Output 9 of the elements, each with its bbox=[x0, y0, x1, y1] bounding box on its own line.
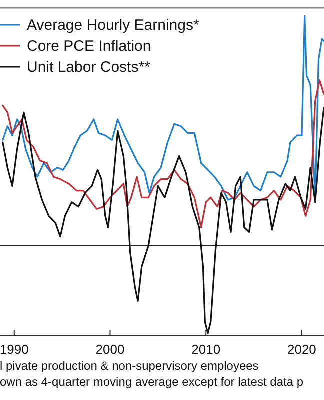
text: l pivate production & non-supervisory employees bbox=[0, 359, 259, 373]
x-tick-label: 2010 bbox=[192, 342, 221, 357]
x-tick-label: 1990 bbox=[0, 342, 29, 357]
legend-label: Unit Labor Costs** bbox=[27, 59, 151, 76]
legend-label: Core PCE Inflation bbox=[27, 38, 152, 55]
x-tick-label: 2000 bbox=[96, 342, 125, 357]
legend-label: Average Hourly Earnings* bbox=[27, 17, 200, 34]
text: own as 4-quarter moving average except for latest data p bbox=[0, 375, 304, 389]
x-tick-label: 2020 bbox=[287, 342, 316, 357]
